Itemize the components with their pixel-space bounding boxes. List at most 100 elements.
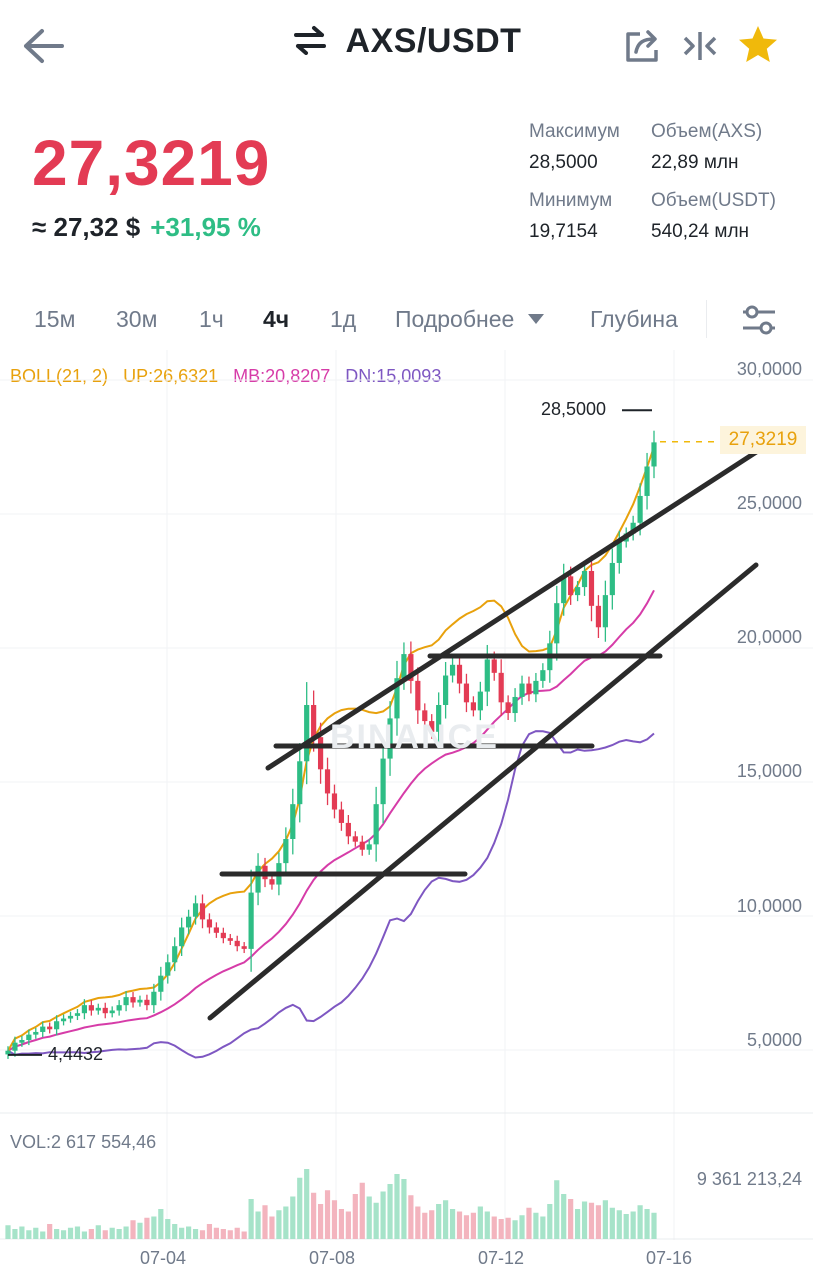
volume-bar xyxy=(637,1205,643,1239)
candle-body xyxy=(602,595,608,628)
volume-bar xyxy=(484,1211,490,1239)
volume-bar xyxy=(415,1206,421,1239)
candle-body xyxy=(283,839,289,864)
high-label: Максимум xyxy=(529,121,620,142)
candle-body xyxy=(199,903,206,920)
candle-body xyxy=(561,576,567,604)
compare-icon[interactable] xyxy=(682,30,718,62)
share-icon[interactable] xyxy=(624,28,662,64)
candle-body xyxy=(359,841,365,850)
volume-bar xyxy=(554,1180,560,1239)
candle-body xyxy=(172,946,178,963)
volume-bar xyxy=(616,1210,622,1239)
tab-4h[interactable]: 4ч xyxy=(263,306,290,332)
volume-bar xyxy=(74,1226,81,1239)
boll-up-line xyxy=(7,446,655,1052)
vol-quote-label: Объем(USDT) xyxy=(651,190,776,211)
volume-bar xyxy=(269,1216,275,1239)
volume-bar xyxy=(387,1184,393,1239)
low-label: Минимум xyxy=(529,190,613,211)
tab-more[interactable]: Подробнее xyxy=(395,306,545,333)
candle-body xyxy=(241,946,247,949)
candle-body xyxy=(463,683,470,703)
candle-body xyxy=(227,938,233,941)
tab-15m[interactable]: 15м xyxy=(34,306,76,332)
volume-bar xyxy=(179,1227,185,1239)
x-tick-0704: 07-04 xyxy=(140,1248,187,1268)
boll-name: BOLL(21, 2) xyxy=(10,366,109,386)
volume-bar xyxy=(276,1210,282,1239)
volume-max: 9 361 213,24 xyxy=(696,1169,802,1189)
candle-body xyxy=(616,541,622,563)
volume-bar xyxy=(206,1224,213,1239)
volume-bar xyxy=(581,1201,588,1239)
candle-body xyxy=(179,927,185,947)
candle-body xyxy=(512,696,518,714)
volume-bar xyxy=(220,1229,226,1239)
x-tick-0708: 07-08 xyxy=(309,1248,356,1268)
volume-bar xyxy=(443,1200,449,1239)
volume-bar xyxy=(373,1202,379,1239)
volume-bar xyxy=(109,1227,115,1239)
tab-1h[interactable]: 1ч xyxy=(199,306,224,332)
price-change: +31,95 % xyxy=(150,212,261,242)
candle-body xyxy=(116,1005,122,1011)
candle-body xyxy=(595,605,602,628)
candle-body xyxy=(12,1042,18,1051)
volume-bar xyxy=(144,1217,150,1239)
volume-bar xyxy=(311,1192,317,1239)
candlestick-chart[interactable] xyxy=(0,350,813,1260)
volume-bar xyxy=(422,1212,428,1239)
candle-body xyxy=(26,1034,32,1040)
candle-body xyxy=(366,844,372,850)
volume-bar xyxy=(338,1209,345,1239)
volume-bar xyxy=(227,1230,233,1239)
volume-bar xyxy=(436,1204,442,1239)
tabs-divider xyxy=(706,300,707,338)
candle-body xyxy=(505,702,511,714)
candle-body xyxy=(130,997,136,1003)
volume-bar xyxy=(533,1212,539,1239)
volume-bar xyxy=(491,1216,497,1239)
volume-bar xyxy=(26,1230,32,1239)
volume-bar xyxy=(352,1194,358,1239)
candle-body xyxy=(498,672,504,703)
volume-bar xyxy=(47,1224,53,1239)
volume-bar xyxy=(158,1209,164,1239)
tab-depth[interactable]: Глубина xyxy=(590,306,678,332)
star-icon[interactable] xyxy=(736,24,780,66)
candle-body xyxy=(331,793,338,810)
candle-body xyxy=(380,758,386,805)
candle-body xyxy=(144,999,150,1006)
arrow-left-icon[interactable] xyxy=(20,26,66,66)
candle-body xyxy=(394,678,400,719)
volume-bar xyxy=(12,1229,18,1239)
volume-bar xyxy=(5,1225,11,1239)
tab-more-label: Подробнее xyxy=(395,306,515,332)
candle-body xyxy=(158,975,164,992)
candle-body xyxy=(137,999,143,1003)
candle-body xyxy=(574,587,581,596)
candle-body xyxy=(449,664,456,676)
tab-30m[interactable]: 30м xyxy=(116,306,158,332)
y-tick-30: 30,0000 xyxy=(736,359,802,379)
candle-body xyxy=(5,1050,11,1055)
volume-bar xyxy=(324,1190,331,1239)
volume-bar xyxy=(526,1207,532,1239)
candle-body xyxy=(609,562,615,596)
volume-bar xyxy=(130,1220,136,1239)
candle-body xyxy=(554,603,560,644)
volume-bar xyxy=(623,1214,629,1239)
swap-arrows-icon xyxy=(293,26,326,55)
candle-body xyxy=(151,991,157,1006)
tab-1d[interactable]: 1д xyxy=(330,306,357,332)
sliders-icon[interactable] xyxy=(740,304,778,336)
candle-body xyxy=(248,892,254,949)
candle-body xyxy=(95,1007,101,1011)
x-tick-0712: 07-12 xyxy=(478,1248,525,1268)
volume-bar xyxy=(192,1229,199,1239)
pair-title[interactable]: AXS/USDT xyxy=(0,22,813,61)
candle-body xyxy=(352,836,358,842)
volume-label: VOL:2 617 554,46 xyxy=(10,1132,157,1152)
boll-dn-line xyxy=(7,730,655,1059)
